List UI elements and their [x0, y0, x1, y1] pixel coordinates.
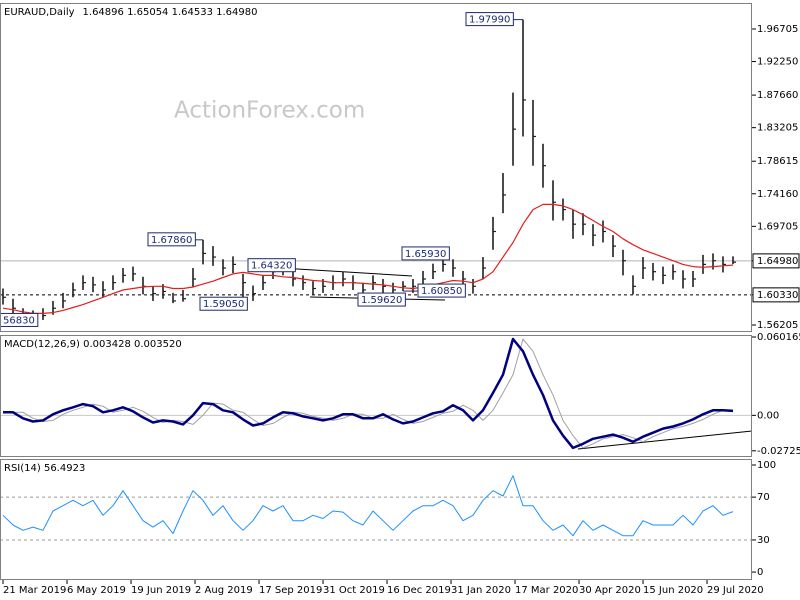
y-tick-label: 1.69705	[757, 221, 798, 232]
series-line	[2, 203, 734, 314]
annotation-label: 1.65930	[405, 249, 446, 260]
x-tick-label: 30 Apr 2020	[579, 585, 641, 596]
series-line	[3, 337, 734, 450]
y-tick-label: 30	[757, 535, 770, 546]
y-tick-label: 1.60330	[757, 290, 798, 301]
annotation-box	[247, 258, 296, 273]
series-line	[3, 338, 734, 449]
y-tick-label: 0	[757, 567, 763, 578]
panel-frame	[0, 459, 752, 580]
panel-title: EURAUD,Daily 1.64896 1.65054 1.64533 1.64…	[4, 7, 257, 18]
y-tick-label: 1.87660	[757, 90, 798, 101]
y-tick-label: 1.96705	[757, 24, 798, 35]
series-line	[2, 475, 734, 537]
y-tick-label: 1.74160	[757, 189, 798, 200]
annotation-box	[0, 312, 39, 327]
panel-frame	[0, 3, 752, 332]
panel-title-text: MACD(12,26,9) 0.003428 0.003520	[4, 339, 182, 350]
panel-title: RSI(14) 56.4923	[4, 463, 85, 474]
y-tick-label: -0.02725	[757, 446, 800, 457]
annotation-label: 1.59050	[203, 299, 244, 310]
x-tick-label: 16 Dec 2019	[387, 585, 451, 596]
y-tick-label: 1.92250	[757, 57, 798, 68]
annotation-label: 1.67860	[151, 235, 192, 246]
annotation-label: 56830	[3, 315, 35, 326]
y-tick-label: 1.64980	[757, 256, 798, 267]
y-tick-label: 0.00	[757, 410, 779, 421]
x-tick-label: 31 Oct 2019	[323, 585, 385, 596]
x-tick-label: 17 Mar 2020	[515, 585, 578, 596]
y-tick-label: 0.060165	[757, 332, 800, 343]
annotation-box	[199, 296, 248, 311]
panel-subtitle: 1.64896 1.65054 1.64533 1.64980	[83, 7, 258, 18]
panel-title-text: EURAUD,Daily	[4, 7, 75, 18]
panel-title-text: RSI(14) 56.4923	[4, 463, 85, 474]
annotation-label: 1.60850	[421, 286, 462, 297]
y-tick-label: 1.83205	[757, 123, 798, 134]
x-tick-label: 21 Mar 2019	[3, 585, 66, 596]
panel-title: MACD(12,26,9) 0.003428 0.003520	[4, 339, 182, 350]
annotation-label: 1.97990	[469, 15, 510, 26]
panel-frame	[0, 335, 752, 457]
annotation-label: 1.64320	[251, 261, 292, 272]
y-tick-label: 70	[757, 492, 770, 503]
annotation-box	[357, 292, 406, 307]
annotation-box	[401, 246, 450, 261]
trendline	[577, 430, 753, 450]
x-tick-label: 31 Jan 2020	[451, 585, 511, 596]
x-tick-label: 6 May 2019	[67, 585, 126, 596]
x-tick-label: 19 Jun 2019	[131, 585, 191, 596]
x-tick-label: 2 Aug 2019	[195, 585, 253, 596]
x-tick-label: 15 Jun 2020	[643, 585, 703, 596]
plot-area	[0, 337, 752, 450]
x-tick-label: 29 Jul 2020	[707, 585, 764, 596]
y-tick-label: 1.56205	[757, 320, 798, 331]
y-tick-box	[752, 253, 800, 269]
watermark: ActionForex.com	[174, 98, 365, 124]
x-tick-label: 17 Sep 2019	[259, 585, 322, 596]
plot-area: ActionForex.com	[0, 19, 752, 321]
y-tick-box	[752, 287, 800, 303]
y-tick-label: 100	[757, 460, 776, 471]
plot-area	[0, 475, 752, 541]
annotation-label: 1.59620	[361, 295, 402, 306]
y-tick-label: 1.78615	[757, 156, 798, 167]
